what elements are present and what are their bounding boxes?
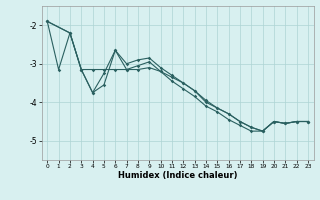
X-axis label: Humidex (Indice chaleur): Humidex (Indice chaleur) [118, 171, 237, 180]
